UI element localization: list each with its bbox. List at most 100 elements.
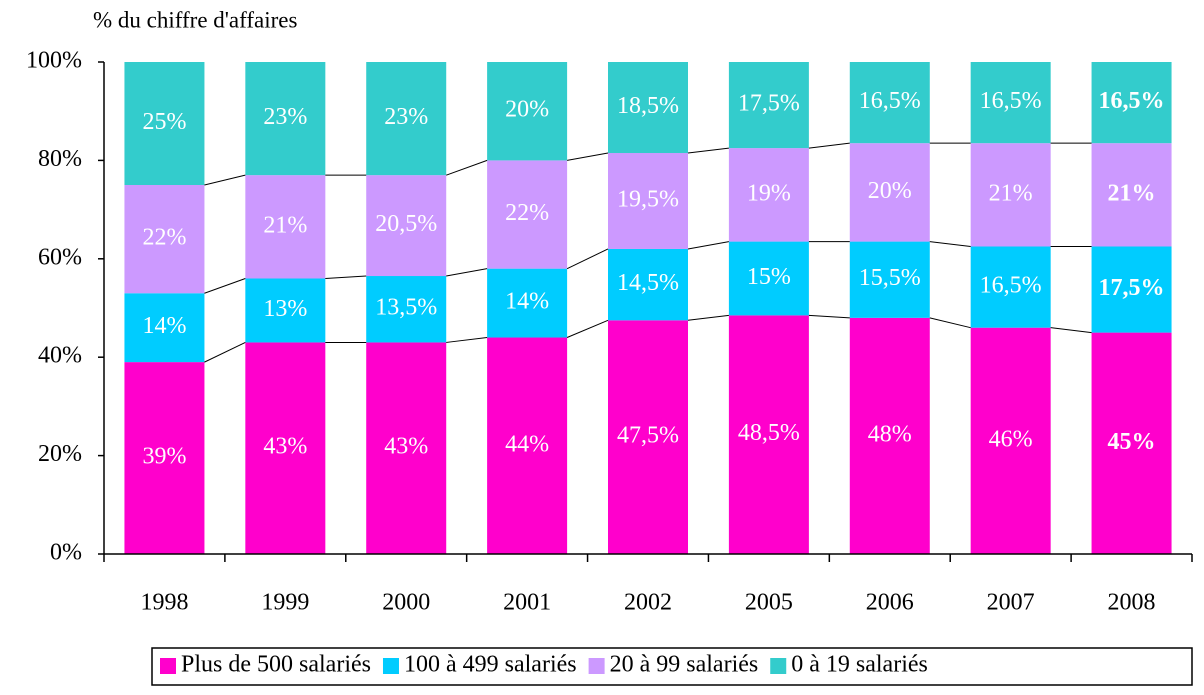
y-tick-label: 0% [50, 540, 82, 566]
data-label: 44% [505, 431, 549, 457]
bar-segment [728, 62, 809, 149]
bar-segment [608, 153, 688, 249]
bar-segment [245, 278, 326, 343]
connector-line [566, 248, 609, 270]
data-label: 16,5% [980, 273, 1042, 299]
legend-box [151, 647, 1193, 686]
bar-segment [849, 62, 930, 144]
connector-line [808, 142, 850, 149]
x-tick-label: 2002 [624, 590, 672, 616]
x-tick-label: 2005 [745, 590, 793, 616]
connector-line [204, 278, 246, 294]
bar-segment [366, 342, 447, 554]
legend-label: 20 à 99 salariés [610, 652, 759, 678]
legend-swatch [770, 658, 787, 674]
data-label: 22% [505, 200, 549, 226]
data-label: 48,5% [738, 420, 800, 446]
data-label: 19,5% [617, 186, 679, 212]
connector-line [204, 341, 246, 363]
data-label: 16,5% [859, 88, 921, 114]
data-label: 14,5% [617, 270, 679, 296]
data-label: 43% [384, 434, 428, 460]
legend-swatch [382, 658, 399, 674]
data-label: 20,5% [375, 211, 437, 237]
x-tick-label: 2001 [503, 590, 551, 616]
data-label: 15% [747, 264, 791, 290]
y-tick-label: 80% [38, 146, 82, 172]
data-label: 16,5% [1099, 88, 1165, 114]
bar-segment [728, 148, 809, 242]
connector-line [567, 152, 609, 161]
legend-swatch [160, 658, 176, 674]
connector-line [1050, 327, 1092, 334]
data-label: 23% [263, 104, 307, 130]
bar-segment [728, 241, 809, 316]
data-label: 43% [263, 434, 307, 460]
data-label: 16,5% [980, 88, 1042, 114]
bar-segment [608, 62, 688, 154]
bar-segment [849, 241, 930, 318]
bar-segment [487, 268, 568, 338]
data-label: 21% [263, 212, 307, 238]
connector-line [687, 314, 729, 321]
data-label: 14% [142, 313, 186, 339]
data-label: 22% [142, 225, 186, 251]
connector-line [446, 268, 488, 277]
x-tick-label: 2000 [382, 590, 430, 616]
bar-segment [245, 62, 326, 176]
y-axis-label: % du chiffre d'affaires [93, 7, 298, 32]
x-tick-label: 2007 [987, 590, 1035, 616]
data-label: 18,5% [617, 93, 679, 119]
data-label: 48% [868, 421, 912, 447]
data-label: 17,5% [1099, 275, 1165, 301]
bar-segment [124, 293, 205, 363]
bar-segment [245, 342, 326, 554]
bar-segment [487, 160, 568, 269]
data-label: 20% [868, 178, 912, 204]
bar-segment [366, 276, 447, 343]
bar-segment [970, 62, 1051, 144]
legend-swatch [588, 658, 605, 674]
y-tick-label: 40% [38, 343, 82, 369]
data-label: 20% [505, 97, 549, 123]
connector-line [687, 241, 729, 250]
bar-segment [970, 246, 1051, 328]
x-tick-label: 1998 [140, 590, 188, 616]
connector-line [687, 147, 729, 154]
data-label: 19% [747, 180, 791, 206]
bar-segment [728, 315, 809, 554]
data-label: 14% [505, 289, 549, 315]
data-label: 47,5% [617, 423, 679, 449]
data-label: 25% [142, 109, 186, 135]
bar-segment [608, 320, 688, 554]
bar-segment [124, 62, 205, 185]
legend-label: Plus de 500 salariés [181, 652, 371, 678]
data-label: 21% [989, 180, 1033, 206]
y-tick-label: 100% [26, 48, 82, 74]
bar-segment [366, 175, 447, 277]
data-label: 23% [384, 104, 428, 130]
data-label: 39% [142, 444, 186, 470]
connector-line [204, 174, 246, 186]
bar-segment [1091, 246, 1172, 333]
connector-line [929, 241, 971, 247]
bar-segment [1091, 143, 1172, 247]
bar-segment [366, 62, 447, 176]
bar-segment [608, 248, 688, 321]
bar-segment [849, 143, 930, 242]
y-tick-label: 60% [38, 244, 82, 270]
x-tick-label: 2008 [1108, 590, 1156, 616]
data-label: 13% [263, 296, 307, 322]
data-label: 46% [989, 426, 1033, 452]
y-tick-label: 20% [38, 441, 82, 467]
legend-label: 100 à 499 salariés [404, 652, 577, 678]
data-label: 13,5% [375, 295, 437, 321]
connector-line [446, 337, 488, 343]
connector-line [808, 314, 850, 319]
bar-segment [970, 327, 1051, 554]
bar-segment [970, 143, 1051, 247]
data-label: 21% [1108, 180, 1156, 206]
x-tick-label: 1999 [261, 590, 309, 616]
bar-segment [245, 175, 326, 279]
